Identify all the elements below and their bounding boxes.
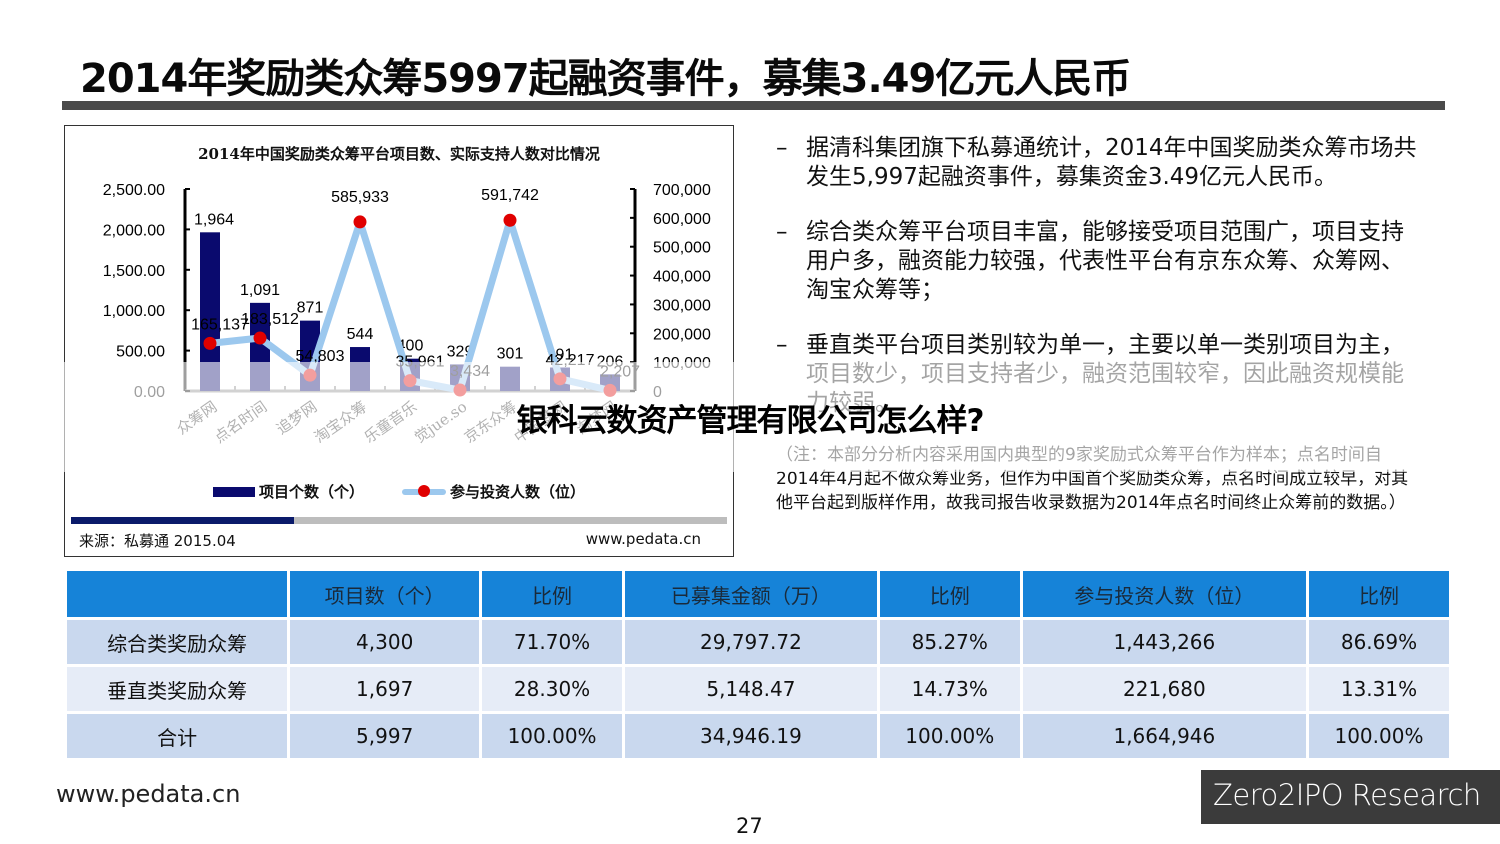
svg-text:1,964: 1,964: [194, 211, 234, 228]
svg-text:500,000: 500,000: [653, 240, 711, 257]
table-header: 项目数（个）: [290, 571, 480, 617]
page-number: 27: [736, 814, 763, 838]
chart-source-url: www.pedata.cn: [585, 530, 701, 548]
footer-url: www.pedata.cn: [56, 780, 241, 808]
bullet-item: – 综合类众筹平台项目丰富，能够接受项目范围广，项目支持用户多，融资能力较强，代…: [776, 219, 1404, 303]
legend-label: 参与投资人数（位）: [450, 483, 586, 501]
line-marker-swatch-icon: [402, 484, 446, 497]
svg-text:200,000: 200,000: [653, 326, 711, 343]
svg-text:301: 301: [497, 346, 524, 363]
overlay-headline: 银科云数资产管理有限公司怎么样?: [516, 403, 985, 439]
bar-swatch-icon: [212, 486, 255, 497]
svg-text:2,500.00: 2,500.00: [103, 182, 165, 199]
legend-item-investors: 参与投资人数（位）: [402, 481, 585, 502]
svg-text:544: 544: [347, 326, 374, 343]
summary-table: 项目数（个） 比例 已募集金额（万） 比例 参与投资人数（位） 比例 综合类奖励…: [64, 568, 1452, 761]
table-header-row: 项目数（个） 比例 已募集金额（万） 比例 参与投资人数（位） 比例: [67, 571, 1449, 617]
svg-text:591,742: 591,742: [481, 187, 539, 204]
chart-legend: 项目个数（个） 参与投资人数（位）: [65, 481, 733, 502]
brand-logo: Zero2IPO Research: [1201, 770, 1500, 824]
svg-text:54,803: 54,803: [296, 348, 345, 365]
table-header: 比例: [1308, 571, 1449, 617]
legend-label: 项目个数（个）: [258, 483, 364, 501]
chart-title: 2014年中国奖励类众筹平台项目数、实际支持人数对比情况: [198, 145, 600, 163]
dash-icon: –: [776, 135, 788, 161]
svg-text:585,933: 585,933: [331, 189, 389, 206]
svg-text:871: 871: [297, 300, 324, 317]
chart-panel: 2014年中国奖励类众筹平台项目数、实际支持人数对比情况 0.00500.001…: [64, 125, 734, 557]
svg-text:300,000: 300,000: [653, 297, 711, 314]
svg-text:500.00: 500.00: [116, 344, 165, 361]
source-divider: [71, 517, 727, 524]
bullet-item: – 据清科集团旗下私募通统计，2014年中国奖励类众筹市场共发生5,997起融资…: [776, 135, 1417, 190]
svg-text:165,137: 165,137: [191, 316, 249, 333]
table-header: 参与投资人数（位）: [1022, 571, 1306, 617]
chart-source: 来源：私募通 2015.04: [79, 532, 236, 550]
overlay-band: [0, 362, 1500, 472]
dash-icon: –: [776, 332, 788, 358]
svg-text:400,000: 400,000: [653, 269, 711, 286]
dash-icon: –: [776, 219, 788, 245]
table-row: 综合类奖励众筹 4,300 71.70% 29,797.72 85.27% 1,443,2…: [67, 620, 1449, 664]
legend-item-projects: 项目个数（个）: [212, 481, 364, 502]
svg-text:1,500.00: 1,500.00: [103, 263, 165, 280]
table-header: 比例: [482, 571, 623, 617]
svg-text:183,512: 183,512: [241, 311, 299, 328]
svg-text:700,000: 700,000: [653, 182, 711, 199]
table-header: 比例: [879, 571, 1020, 617]
title-divider: [62, 101, 1445, 110]
table-header: [67, 571, 288, 617]
svg-text:1,091: 1,091: [240, 282, 280, 299]
svg-text:600,000: 600,000: [653, 211, 711, 228]
table-header: 已募集金额（万）: [625, 571, 877, 617]
slide-title: 2014年奖励类众筹5997起融资事件，募集3.49亿元人民币: [80, 56, 1131, 102]
table-row-total: 合计 5,997 100.00% 34,946.19 100.00% 1,664,946 1…: [67, 714, 1449, 758]
svg-text:1,000.00: 1,000.00: [103, 303, 165, 320]
bullet-list: – 据清科集团旗下私募通统计，2014年中国奖励类众筹市场共发生5,997起融资…: [776, 134, 1426, 444]
svg-text:2,000.00: 2,000.00: [103, 222, 165, 239]
table-row: 垂直类奖励众筹 1,697 28.30% 5,148.47 14.73% 221,680 1…: [67, 667, 1449, 711]
